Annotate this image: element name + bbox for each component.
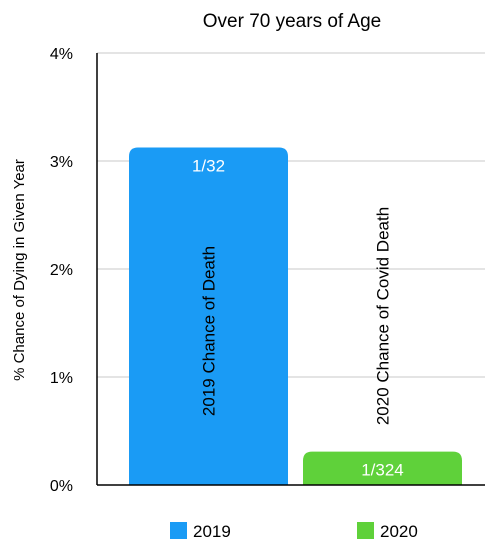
bar-annotation: 2020 Chance of Covid Death xyxy=(374,207,393,425)
legend: 2019 2020 xyxy=(170,522,418,541)
bar-2020 xyxy=(303,451,462,485)
bar-2019 xyxy=(129,147,288,485)
legend-swatch-2019 xyxy=(170,522,187,539)
y-axis-ticks: 0% 1% 2% 3% 4% xyxy=(50,46,73,495)
bar-value-label: 1/324 xyxy=(361,461,404,480)
y-tick-label: 4% xyxy=(50,46,73,63)
legend-label: 2020 xyxy=(380,522,418,541)
y-tick-label: 3% xyxy=(50,154,73,171)
bars: 1/32 2019 Chance of Death 1/324 2020 Chance… xyxy=(129,147,462,485)
bar-annotation: 2019 Chance of Death xyxy=(200,246,219,416)
chart-title: Over 70 years of Age xyxy=(203,11,382,32)
y-tick-label: 1% xyxy=(50,370,73,387)
legend-label: 2019 xyxy=(193,522,231,541)
y-tick-label: 2% xyxy=(50,262,73,279)
y-axis-label: % Chance of Dying in Given Year xyxy=(11,159,28,381)
bar-value-label: 1/32 xyxy=(192,157,225,176)
legend-swatch-2020 xyxy=(357,522,374,539)
y-tick-label: 0% xyxy=(50,478,73,495)
